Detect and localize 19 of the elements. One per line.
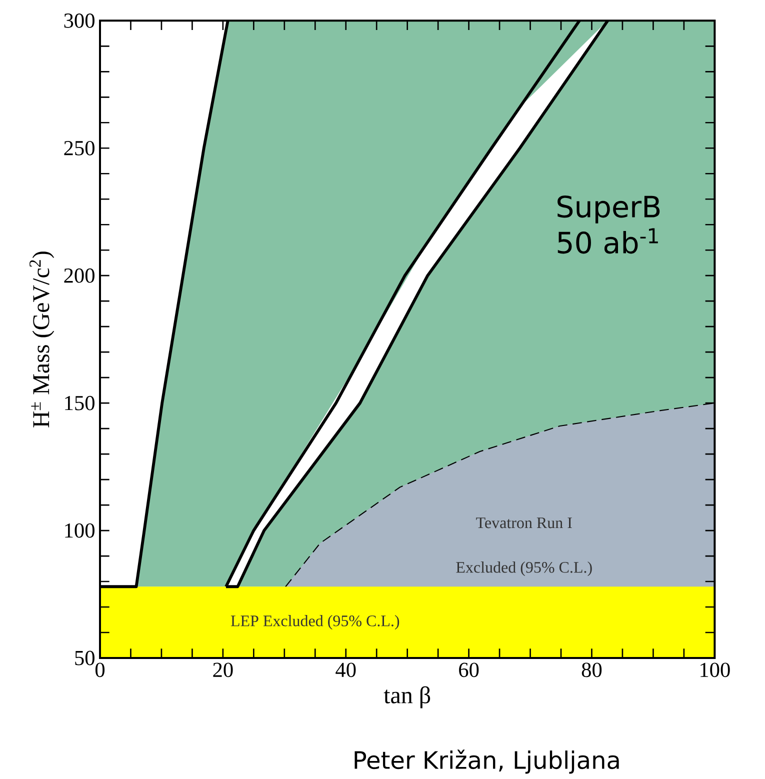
annotation: SuperB 50 ab$^{-1}$ (558, 196, 660, 254)
text: Peter Križan, Ljubljana (354, 750, 619, 774)
y-tick-label: 250 (64, 140, 94, 156)
y-tick-label: 300 (64, 13, 94, 28)
x-axis-title: tan β (384, 686, 430, 708)
x-tick-label: 40 (336, 662, 356, 678)
annotation: Excluded (95% C.L.) (456, 562, 592, 576)
x-tick-label: 0 (95, 662, 105, 678)
y-axis-title: H$^{±}$ Mass (GeV/c$^{2}$) (30, 252, 54, 428)
x-tick-label: 20 (213, 662, 233, 678)
band-label: LEP Excluded (95% C.L.) (230, 615, 400, 630)
y-tick-label: 200 (64, 268, 94, 283)
y-tick-label: 50 (75, 650, 94, 666)
y-tick-label: 150 (65, 396, 94, 410)
x-tick-label: 100 (700, 662, 730, 678)
y-tick-label: 100 (65, 523, 94, 538)
annotation: Tevatron Run I (476, 518, 572, 528)
x-tick-label: 60 (459, 662, 479, 678)
x-tick-label: 80 (582, 662, 602, 678)
